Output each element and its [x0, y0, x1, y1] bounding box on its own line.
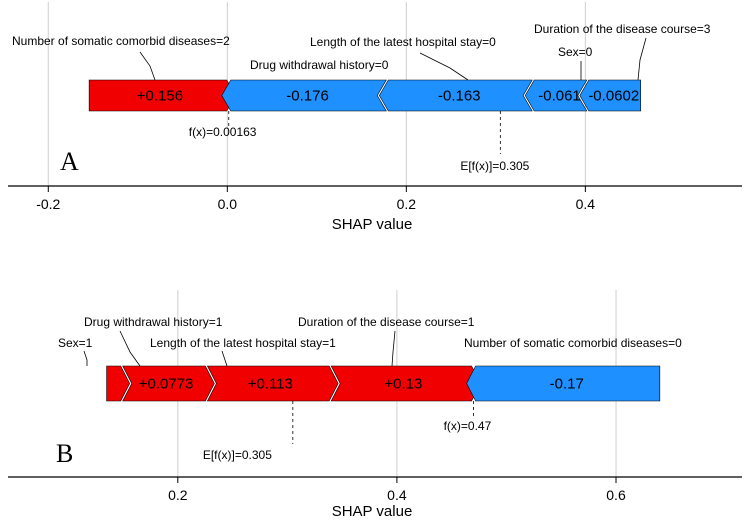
panel-b-segment-4 — [466, 365, 661, 402]
panel-b-segment-0 — [106, 365, 131, 402]
panel-a-tick-label: 0.4 — [576, 196, 596, 212]
panel-a-letter: A — [60, 147, 79, 176]
panel-b-leader-3 — [391, 330, 396, 367]
panel-a-tick-label: -0.2 — [36, 196, 60, 212]
panel-a-segment-label-1: -0.176 — [286, 88, 329, 105]
panel-b-feature-label-0: Sex=1 — [58, 336, 93, 350]
panel-b-segments: +0.0773 +0.113 +0.13 -0.17 — [106, 365, 661, 402]
panel-b-ticks: 0.2 0.4 0.6 — [168, 477, 626, 503]
panel-b-letter: B — [56, 439, 73, 468]
panel-b-leader-2 — [221, 350, 228, 367]
panel-a-ticks: -0.2 0.0 0.2 0.4 — [36, 186, 595, 212]
panel-b-fx-label: f(x)=0.47 — [444, 419, 492, 433]
panel-a-segment-4 — [579, 79, 641, 112]
panel-a-fx-label: f(x)=0.00163 — [189, 125, 257, 139]
panel-b-segment-1 — [122, 365, 215, 402]
panel-a-segment-label-2: -0.163 — [438, 88, 481, 105]
panel-a-segment-label-4: -0.0602 — [588, 88, 639, 105]
panel-b-segment-3 — [330, 365, 481, 402]
panel-a-leader-4 — [637, 37, 647, 81]
panel-b: 0.2 0.4 0.6 SHAP value B +0.0773 +0.113 +0.1… — [8, 290, 742, 520]
panel-b-tick-label: 0.6 — [606, 487, 626, 503]
panel-a-tick-label: 0.0 — [218, 196, 238, 212]
panel-b-segment-2 — [206, 365, 339, 402]
panel-a-segment-1 — [221, 79, 387, 112]
panel-a-annotations: f(x)=0.00163 E[f(x)]=0.305 — [189, 111, 530, 173]
panel-a-feature-label-3: Sex=0 — [558, 45, 593, 59]
panel-a-segment-2 — [378, 79, 533, 112]
panel-b-segment-label-3: +0.13 — [384, 376, 422, 393]
panel-b-tick-label: 0.4 — [387, 487, 407, 503]
panel-a-segment-3 — [524, 79, 588, 112]
panel-b-leader-1 — [119, 330, 141, 367]
panel-b-feature-label-2: Length of the latest hospital stay=1 — [150, 336, 336, 350]
panel-b-x-axis-label: SHAP value — [332, 503, 413, 520]
panel-a-segments: +0.156 -0.176 -0.163 -0.061 -0.0602 — [88, 79, 641, 112]
panel-b-feature-label-4: Number of somatic comorbid diseases=0 — [464, 336, 682, 350]
panel-a-feature-label-1: Drug withdrawal history=0 — [250, 58, 389, 72]
panel-a-feature-labels: Number of somatic comorbid diseases=2 Dr… — [12, 22, 711, 81]
panel-a: -0.2 0.0 0.2 0.4 SHAP value A +0.156 -0.176 -… — [8, 2, 742, 233]
panel-a-base-label: E[f(x)]=0.305 — [460, 159, 529, 173]
panel-a-segment-label-3: -0.061 — [538, 88, 581, 105]
panel-a-feature-label-4: Duration of the disease course=3 — [534, 22, 711, 36]
panel-b-feature-label-1: Drug withdrawal history=1 — [84, 315, 223, 329]
panel-a-feature-label-0: Number of somatic comorbid diseases=2 — [12, 34, 230, 48]
panel-a-leader-2 — [419, 52, 469, 81]
panel-a-x-axis-label: SHAP value — [332, 216, 413, 233]
panel-b-segment-label-1: +0.0773 — [139, 376, 194, 393]
panel-b-feature-label-3: Duration of the disease course=1 — [298, 315, 475, 329]
panel-b-segment-label-2: +0.113 — [248, 376, 293, 393]
panel-a-feature-label-2: Length of the latest hospital stay=0 — [310, 35, 496, 49]
panel-a-tick-label: 0.2 — [397, 196, 417, 212]
panel-b-tick-label: 0.2 — [168, 487, 188, 503]
panel-a-segment-label-0: +0.156 — [137, 88, 183, 105]
panel-b-segment-label-4: -0.17 — [550, 376, 584, 393]
panel-b-base-label: E[f(x)]=0.305 — [203, 448, 272, 462]
panel-b-annotations: f(x)=0.47 E[f(x)]=0.305 — [203, 401, 492, 462]
panel-a-leader-0 — [139, 51, 156, 81]
panel-b-feature-labels: Sex=1 Drug withdrawal history=1 Length o… — [58, 315, 682, 367]
panel-b-leader-0 — [83, 350, 88, 366]
